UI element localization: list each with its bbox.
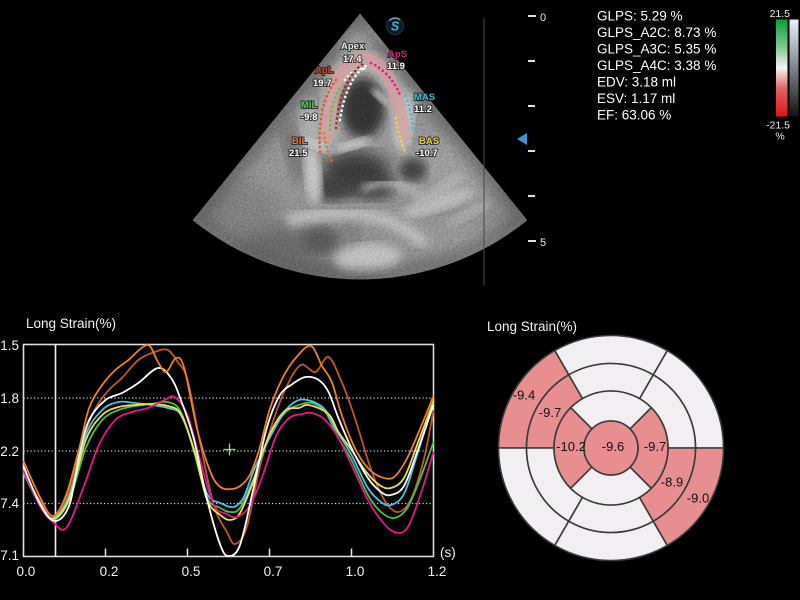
svg-text:Apex: Apex xyxy=(341,41,365,52)
svg-text:GLPS_A3C: 5.35 %: GLPS_A3C: 5.35 % xyxy=(597,42,716,57)
svg-text:11.9: 11.9 xyxy=(387,61,405,72)
svg-text:-9.7: -9.7 xyxy=(539,405,561,420)
svg-text:0: 0 xyxy=(540,12,546,24)
svg-text:0.2: 0.2 xyxy=(100,564,119,579)
svg-text:MIL: MIL xyxy=(301,100,318,111)
svg-text:EF: 63.06 %: EF: 63.06 % xyxy=(597,108,671,123)
svg-text:2.2: 2.2 xyxy=(0,444,19,459)
svg-text:0.0: 0.0 xyxy=(17,564,36,579)
svg-text:GLPS_A2C: 8.73 %: GLPS_A2C: 8.73 % xyxy=(597,25,716,40)
svg-text:17.4: 17.4 xyxy=(343,54,362,65)
svg-text:-9.6: -9.6 xyxy=(602,439,624,454)
svg-text:S: S xyxy=(391,20,400,34)
svg-text:-9.4: -9.4 xyxy=(513,388,535,403)
svg-text:GLPS: 5.29 %: GLPS: 5.29 % xyxy=(597,9,683,24)
svg-text:1.8: 1.8 xyxy=(0,391,19,406)
svg-text:-8.9: -8.9 xyxy=(661,475,683,490)
svg-text:1.5: 1.5 xyxy=(0,338,19,353)
svg-text:21.5: 21.5 xyxy=(770,8,791,20)
svg-text:MAS: MAS xyxy=(414,92,435,103)
svg-text:-9.0: -9.0 xyxy=(687,491,709,506)
svg-text:BAS: BAS xyxy=(419,136,439,147)
svg-text:7.4: 7.4 xyxy=(0,496,19,511)
svg-text:-10.7: -10.7 xyxy=(416,148,438,159)
svg-text:EDV: 3.18 ml: EDV: 3.18 ml xyxy=(597,75,676,90)
svg-text:-10.2: -10.2 xyxy=(556,439,586,454)
svg-text:-9.8: -9.8 xyxy=(301,112,317,123)
svg-text:%: % xyxy=(775,131,784,143)
svg-text:Long Strain(%): Long Strain(%) xyxy=(26,316,116,331)
svg-text:-21.5: -21.5 xyxy=(766,120,790,132)
svg-text:(s): (s) xyxy=(440,545,456,560)
svg-text:ApL: ApL xyxy=(315,65,334,76)
svg-text:1.2: 1.2 xyxy=(428,564,447,579)
svg-text:7.1: 7.1 xyxy=(0,548,19,563)
svg-text:0.7: 0.7 xyxy=(264,564,283,579)
svg-text:-9.7: -9.7 xyxy=(644,439,666,454)
svg-text:GLPS_A4C: 3.38 %: GLPS_A4C: 3.38 % xyxy=(597,58,716,73)
svg-text:BIL: BIL xyxy=(292,136,308,147)
svg-text:5: 5 xyxy=(540,237,546,249)
svg-text:Long Strain(%): Long Strain(%) xyxy=(487,319,577,334)
svg-text:ESV: 1.17 ml: ESV: 1.17 ml xyxy=(597,91,675,106)
svg-text:19.7: 19.7 xyxy=(313,78,332,89)
svg-text:ApS: ApS xyxy=(388,49,407,60)
svg-text:1.0: 1.0 xyxy=(346,564,365,579)
svg-text:0.5: 0.5 xyxy=(182,564,201,579)
svg-text:11.2: 11.2 xyxy=(414,104,432,115)
svg-text:21.5: 21.5 xyxy=(289,148,308,159)
